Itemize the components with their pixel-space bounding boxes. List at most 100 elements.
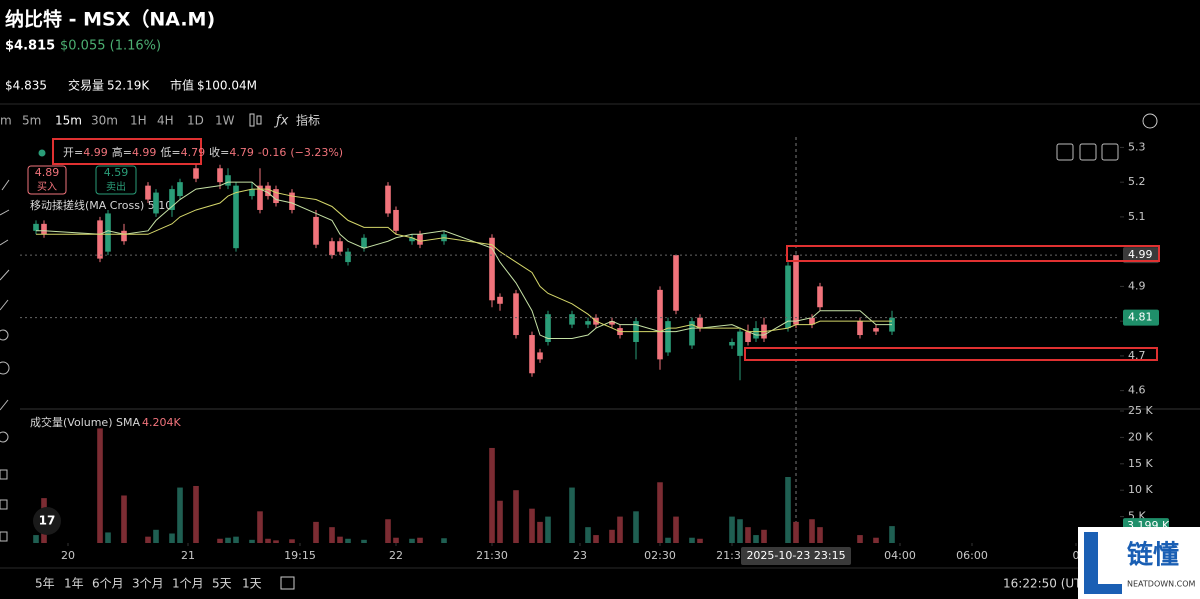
x-tick-label: 02:30 <box>644 549 676 562</box>
chart-buttons[interactable] <box>1056 143 1119 161</box>
volume-bar <box>545 516 551 543</box>
candle-body <box>97 220 103 259</box>
volume-bar <box>273 540 279 543</box>
volume-bar <box>585 527 591 543</box>
price-marker <box>1123 247 1159 264</box>
x-tick-label: 20 <box>61 549 75 562</box>
candle-body <box>785 265 791 329</box>
candle-body <box>217 168 223 183</box>
volume-bar <box>361 539 367 543</box>
volume-bar <box>697 538 703 543</box>
fx-icon[interactable]: ƒx <box>273 114 289 129</box>
legend-item: 4.99 <box>83 146 108 159</box>
candle-body <box>873 328 879 332</box>
title: 纳比特 - MSX（NA.M) <box>5 8 215 31</box>
stat: $4.835 <box>5 79 47 93</box>
x-tick-label: 21 <box>181 549 195 562</box>
candle-body <box>225 175 231 186</box>
range-button[interactable]: 3个月 <box>132 577 164 591</box>
interval[interactable]: 30m <box>91 114 118 128</box>
range-button[interactable]: 5天 <box>212 577 232 591</box>
price: $4.815 <box>5 39 55 54</box>
range-button[interactable]: 1个月 <box>172 577 204 591</box>
interval[interactable]: m <box>0 114 12 128</box>
candle-body <box>529 335 535 374</box>
volume-tick-label: 15 K <box>1128 457 1153 470</box>
interval[interactable]: 5m <box>22 114 41 128</box>
interval[interactable]: 1D <box>187 114 204 128</box>
indicators[interactable]: 指标 <box>296 113 320 128</box>
x-tick-label: 22 <box>389 549 403 562</box>
volume-bar <box>857 535 863 543</box>
range-button[interactable]: 1年 <box>64 577 84 591</box>
x-tick-label: 21:30 <box>476 549 508 562</box>
volume-bar <box>441 538 447 543</box>
buy-label: 买入 <box>37 181 57 193</box>
candle-body <box>337 241 343 252</box>
x-tick-label: 19:15 <box>284 549 316 562</box>
candle-body <box>513 293 519 336</box>
highlight-box <box>786 245 1160 262</box>
buy-button[interactable] <box>27 165 67 195</box>
volume-bar <box>745 527 751 543</box>
candle-body <box>545 314 551 342</box>
candle-body <box>121 230 127 242</box>
stat: $100.04M <box>197 79 257 93</box>
stat-label: 市值 <box>170 78 194 93</box>
x-tick-label: 0 <box>1073 549 1080 562</box>
ma-line <box>36 188 892 333</box>
interval[interactable]: 15m <box>55 114 82 128</box>
volume-bar <box>337 536 343 543</box>
stat-label: 交易量 <box>68 78 104 93</box>
sell-label: 卖出 <box>106 180 126 193</box>
settings-icon[interactable] <box>1142 113 1158 129</box>
interval[interactable]: 1H <box>130 114 147 128</box>
volume-tick-label: 10 K <box>1128 483 1153 496</box>
volume-bar <box>97 428 103 543</box>
volume-bar <box>657 482 663 543</box>
calendar-icon[interactable] <box>280 576 295 590</box>
candle-body <box>753 328 759 339</box>
toolbar: m 5m 15m 30m 1H 4H 1D 1W <box>0 114 235 128</box>
range-button[interactable]: 1天 <box>242 577 262 591</box>
x-tick-label: 21:30 <box>716 549 748 562</box>
interval[interactable]: 4H <box>157 114 174 128</box>
volume-bar <box>689 537 695 543</box>
highlight-box <box>52 138 202 165</box>
volume-bar <box>177 487 183 543</box>
candle-body <box>313 216 319 245</box>
volume-bar <box>497 500 503 543</box>
legend-item: (−3.23%) <box>290 146 343 159</box>
candle-body <box>657 289 663 360</box>
volume-bar <box>233 536 239 543</box>
chart-type-icon[interactable] <box>249 113 262 127</box>
legend-item: 收= <box>209 145 229 159</box>
legend-item: 低= <box>160 146 180 159</box>
range-button[interactable]: 5年 <box>35 577 55 591</box>
volume-bar <box>809 519 815 543</box>
volume-bar <box>617 516 623 543</box>
candle-body <box>393 209 399 231</box>
y-tick-label: 5.3 <box>1128 140 1146 153</box>
stat: 52.19K <box>107 79 150 93</box>
sell-button[interactable] <box>95 165 137 195</box>
volume-bar <box>145 536 151 543</box>
legend-item: -0.16 <box>258 146 286 159</box>
volume-bar <box>409 538 415 543</box>
legend-item: 4.79 <box>229 146 254 159</box>
candle-body <box>857 321 863 336</box>
volume-bar <box>225 537 231 543</box>
volume-bar <box>121 495 127 543</box>
volume-bar <box>753 535 759 543</box>
range-button[interactable]: 6个月 <box>92 577 124 591</box>
volume-bar <box>33 535 39 543</box>
volume-bar <box>537 521 543 543</box>
plot: 4.64.74.84.95.15.25.35 K10 K15 K20 K25 K… <box>20 137 1170 565</box>
left-tools <box>0 179 10 542</box>
volume-bar <box>609 529 615 543</box>
volume-bar <box>265 538 271 543</box>
watermark-icon <box>1084 532 1122 594</box>
volume-bar <box>169 533 175 543</box>
interval[interactable]: 1W <box>215 114 235 128</box>
candle-body <box>673 255 679 311</box>
